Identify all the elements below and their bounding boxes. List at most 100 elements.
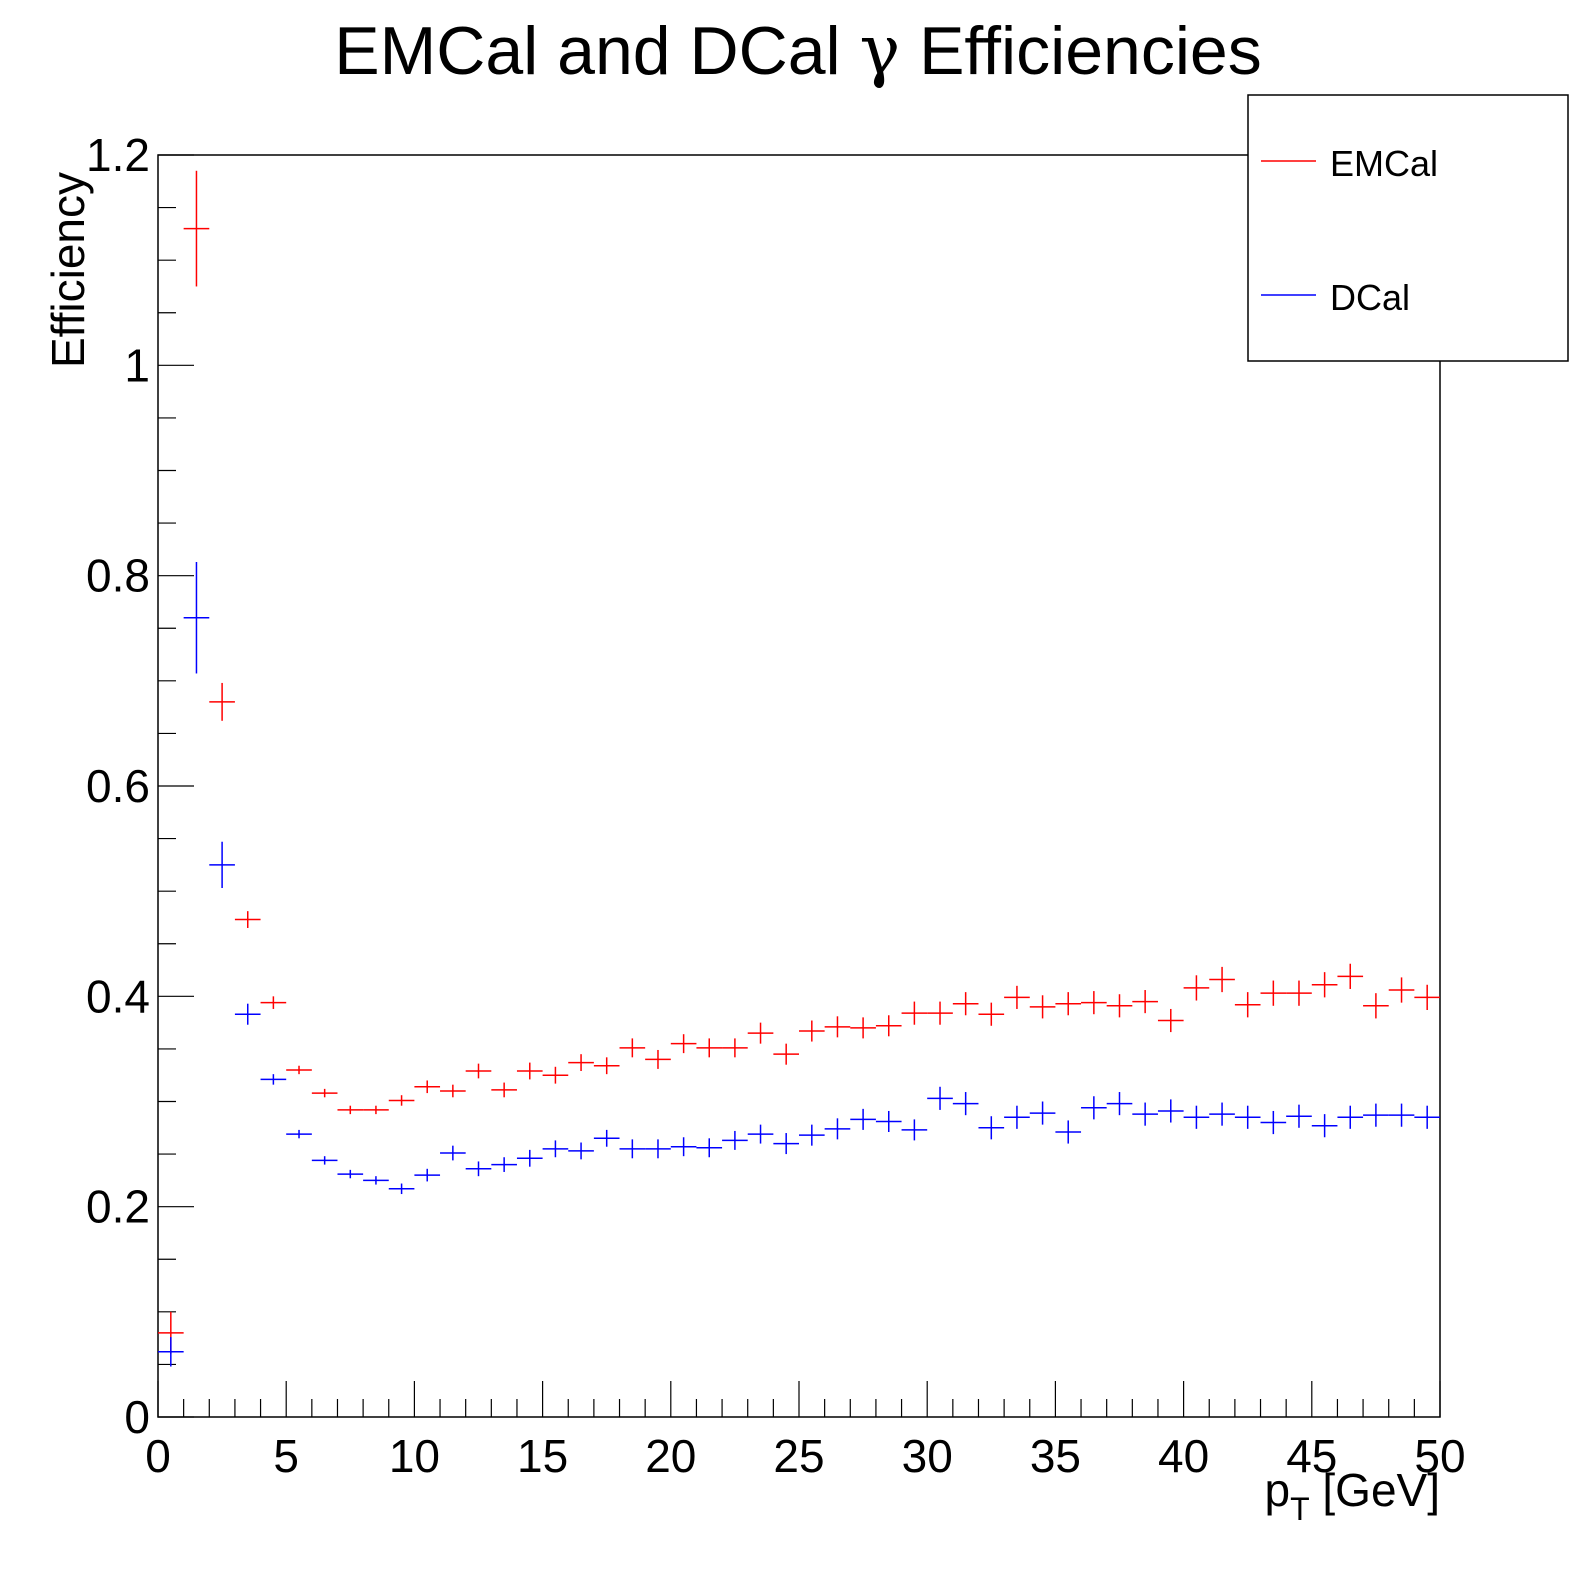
dcal-point bbox=[158, 1337, 184, 1367]
dcal-point bbox=[1337, 1105, 1364, 1129]
y-tick-label: 1 bbox=[124, 339, 150, 391]
emcal-point bbox=[440, 1084, 466, 1098]
dcal-point bbox=[1414, 1105, 1440, 1129]
emcal-point bbox=[1234, 992, 1261, 1018]
y-tick-label: 0.6 bbox=[86, 760, 150, 812]
dcal-point bbox=[1234, 1105, 1261, 1129]
emcal-point bbox=[645, 1049, 671, 1069]
emcal-point bbox=[1311, 972, 1338, 998]
x-tick-label: 50 bbox=[1414, 1430, 1465, 1482]
emcal-point bbox=[311, 1088, 338, 1098]
dcal-point bbox=[799, 1124, 825, 1146]
x-tick-label: 30 bbox=[902, 1430, 953, 1482]
series-dcal bbox=[158, 561, 1440, 1367]
dcal-point bbox=[952, 1092, 979, 1116]
x-tick-label: 5 bbox=[273, 1430, 299, 1482]
legend-label-dcal: DCal bbox=[1330, 277, 1410, 318]
emcal-point bbox=[619, 1038, 646, 1058]
x-tick-labels: 0 5 10 15 20 25 30 35 40 45 50 bbox=[145, 1430, 1465, 1482]
dcal-point bbox=[337, 1169, 364, 1179]
dcal-point bbox=[1260, 1110, 1287, 1135]
dcal-point bbox=[927, 1086, 953, 1110]
x-tick-label: 20 bbox=[645, 1430, 696, 1482]
dcal-point bbox=[696, 1138, 723, 1158]
x-tick-label: 35 bbox=[1030, 1430, 1081, 1482]
y-tick-label: 0.2 bbox=[86, 1181, 150, 1233]
x-tick-label: 25 bbox=[773, 1430, 824, 1482]
emcal-point bbox=[491, 1082, 517, 1098]
dcal-point bbox=[568, 1142, 594, 1160]
emcal-point bbox=[696, 1038, 723, 1058]
emcal-point bbox=[209, 682, 235, 721]
dcal-point bbox=[440, 1145, 466, 1161]
dcal-point bbox=[875, 1110, 902, 1132]
dcal-point bbox=[286, 1129, 312, 1139]
dcal-point bbox=[311, 1156, 338, 1165]
emcal-point bbox=[1363, 993, 1389, 1019]
x-axis-title: pT [GeV] bbox=[1264, 1464, 1440, 1527]
emcal-point bbox=[1209, 966, 1235, 993]
legend-label-emcal: EMCal bbox=[1330, 143, 1438, 184]
dcal-point bbox=[183, 561, 210, 674]
emcal-point bbox=[978, 1002, 1005, 1026]
dcal-point bbox=[1029, 1101, 1056, 1125]
dcal-point bbox=[1106, 1092, 1133, 1116]
dcal-point bbox=[209, 841, 235, 889]
emcal-point bbox=[1183, 975, 1210, 1001]
x-tick-label: 45 bbox=[1286, 1430, 1337, 1482]
dcal-point bbox=[388, 1183, 415, 1195]
dcal-point bbox=[1209, 1102, 1235, 1126]
emcal-point bbox=[1337, 963, 1364, 989]
emcal-point bbox=[1286, 980, 1312, 1006]
dcal-point bbox=[1286, 1104, 1312, 1128]
dcal-point bbox=[773, 1133, 799, 1155]
dcal-point bbox=[1388, 1103, 1415, 1127]
dcal-point bbox=[234, 1003, 261, 1025]
emcal-point bbox=[1414, 984, 1440, 1011]
dcal-point bbox=[747, 1124, 774, 1144]
dcal-point bbox=[1363, 1103, 1389, 1127]
dcal-point bbox=[850, 1108, 876, 1130]
dcal-point bbox=[542, 1140, 569, 1158]
emcal-point bbox=[388, 1095, 415, 1106]
chart-title: EMCal and DCal γ Efficiencies bbox=[334, 12, 1262, 91]
dcal-point bbox=[670, 1137, 697, 1157]
dcal-point bbox=[1132, 1102, 1158, 1126]
dcal-point bbox=[414, 1168, 441, 1182]
dcal-point bbox=[1183, 1105, 1210, 1129]
dcal-point bbox=[645, 1139, 671, 1159]
emcal-point bbox=[1004, 985, 1030, 1009]
emcal-point bbox=[183, 170, 210, 287]
dcal-point bbox=[901, 1119, 928, 1141]
emcal-point bbox=[901, 1001, 928, 1025]
dcal-point bbox=[824, 1118, 851, 1140]
emcal-point bbox=[952, 992, 979, 1016]
emcal-point bbox=[260, 996, 287, 1009]
x-tick-label: 40 bbox=[1158, 1430, 1209, 1482]
emcal-point bbox=[722, 1038, 748, 1058]
emcal-point bbox=[670, 1034, 697, 1054]
dcal-point bbox=[491, 1157, 517, 1172]
dcal-point bbox=[1055, 1120, 1082, 1144]
emcal-point bbox=[927, 1001, 953, 1025]
emcal-point bbox=[773, 1043, 799, 1065]
y-tick-labels: 0 0.2 0.4 0.6 0.8 1 1.2 bbox=[86, 129, 150, 1443]
emcal-point bbox=[234, 911, 261, 928]
series-emcal bbox=[158, 170, 1440, 1354]
emcal-point bbox=[850, 1017, 876, 1039]
legend-box bbox=[1247, 94, 1569, 362]
data-series bbox=[158, 170, 1440, 1367]
y-tick-label: 0.4 bbox=[86, 970, 150, 1022]
dcal-point bbox=[619, 1139, 646, 1159]
emcal-point bbox=[568, 1054, 594, 1072]
emcal-point bbox=[414, 1080, 441, 1094]
dcal-point bbox=[978, 1116, 1005, 1140]
dcal-point bbox=[1081, 1096, 1107, 1120]
dcal-point bbox=[465, 1161, 492, 1177]
dcal-point bbox=[516, 1149, 543, 1167]
y-tick-label: 1.2 bbox=[86, 129, 150, 181]
emcal-point bbox=[1260, 980, 1287, 1006]
y-tick-label: 0.8 bbox=[86, 550, 150, 602]
emcal-point bbox=[542, 1066, 569, 1084]
